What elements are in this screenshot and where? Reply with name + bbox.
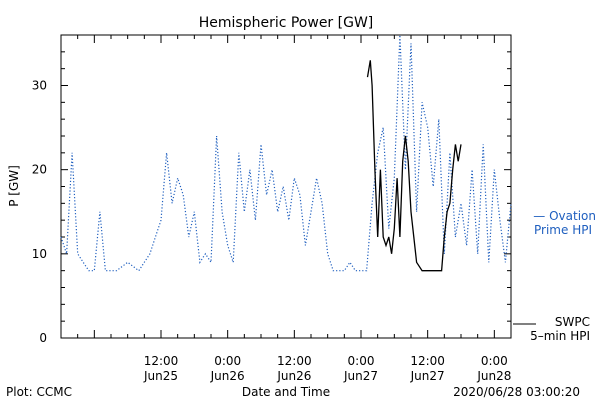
footer-timestamp: 2020/06/28 03:00:20	[453, 385, 580, 399]
x-tick-label-time: 12:00	[410, 354, 445, 368]
x-tick-label-date: Jun27	[343, 369, 378, 383]
x-tick-label-time: 0:00	[214, 354, 241, 368]
y-axis: 0 10 20 30	[32, 34, 511, 345]
x-tick-label-time: 0:00	[481, 354, 508, 368]
ovation-prime-hpi-series	[60, 34, 512, 272]
chart-title: Hemispheric Power [GW]	[199, 15, 374, 31]
y-tick-label: 0	[39, 331, 47, 345]
x-tick-label-date: Jun26	[276, 369, 311, 383]
x-tick-label-date: Jun26	[210, 369, 245, 383]
series-layer	[60, 34, 512, 272]
y-axis-label: P [GW]	[7, 165, 21, 207]
legend-swpc-line2: 5–min HPI	[530, 329, 590, 343]
x-tick-label-time: 12:00	[277, 354, 312, 368]
x-axis: 12:00Jun250:00Jun2612:00Jun260:00Jun2712…	[60, 35, 512, 383]
swpc-5min-hpi-series	[366, 60, 462, 272]
legend-ovation-line2: Prime HPI	[534, 223, 592, 237]
plot-area-frame	[60, 34, 512, 339]
x-tick-label-time: 12:00	[144, 354, 179, 368]
y-tick-label: 10	[32, 247, 47, 261]
x-tick-label-date: Jun25	[143, 369, 178, 383]
footer-plot-credit: Plot: CCMC	[6, 385, 72, 399]
x-tick-label-time: 0:00	[348, 354, 375, 368]
y-tick-label: 20	[32, 163, 47, 177]
footer-xlabel: Date and Time	[242, 385, 330, 399]
legend-ovation-line1: — Ovation	[533, 209, 596, 223]
legend-swpc-line1: SWPC	[555, 315, 590, 329]
y-tick-label: 30	[32, 79, 47, 93]
x-tick-label-date: Jun27	[410, 369, 445, 383]
x-tick-label-date: Jun28	[476, 369, 511, 383]
